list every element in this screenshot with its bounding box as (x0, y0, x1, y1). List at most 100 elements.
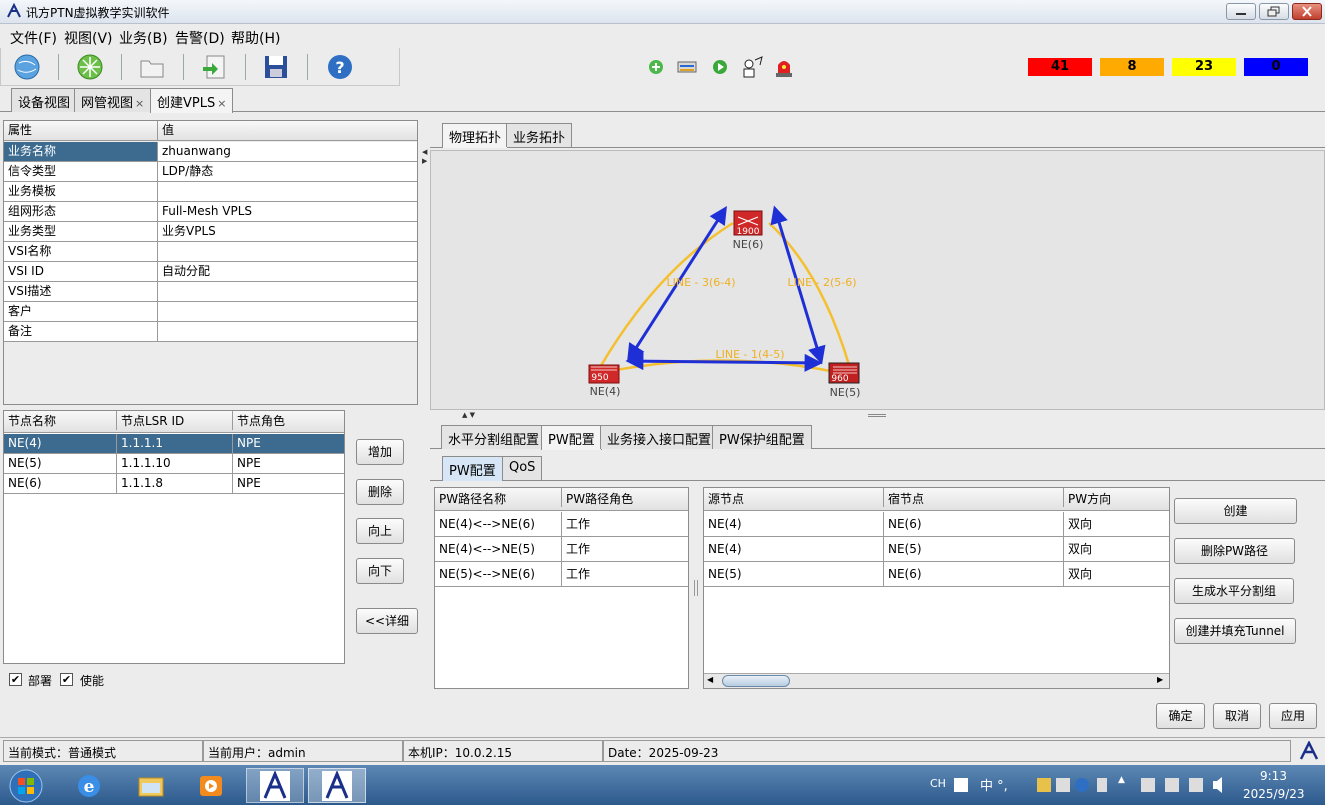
scroll-thumb[interactable] (722, 675, 790, 687)
property-name: VSI描述 (4, 282, 158, 301)
close-button[interactable] (1292, 3, 1322, 20)
apply-button[interactable]: 应用 (1269, 703, 1317, 729)
property-row[interactable]: 组网形态 Full-Mesh VPLS (4, 202, 417, 222)
import-button[interactable] (198, 51, 230, 83)
minimize-button[interactable] (1226, 3, 1256, 20)
tab-pw-protection[interactable]: PW保护组配置 (712, 425, 812, 449)
user-config-icon[interactable] (740, 55, 764, 79)
create-fill-tunnel-button[interactable]: 创建并填充Tunnel (1174, 618, 1296, 644)
tray-status-icons[interactable] (1138, 775, 1228, 795)
close-tab-icon[interactable]: × (135, 97, 145, 110)
move-down-button[interactable]: 向下 (356, 558, 404, 584)
critical-alarm-count[interactable]: 41 (1028, 58, 1092, 76)
taskbar-ie[interactable]: e (64, 768, 114, 803)
ne-5-device[interactable]: 960 NE(5) (828, 362, 860, 399)
close-icon (1302, 6, 1312, 17)
node-row[interactable]: NE(6) 1.1.1.8 NPE (4, 474, 344, 494)
tab-nms-view[interactable]: 网管视图 × (74, 88, 152, 112)
start-button[interactable] (4, 768, 48, 803)
create-pw-button[interactable]: 创建 (1174, 498, 1297, 524)
deploy-checkbox[interactable]: ✔ (9, 673, 22, 686)
minor-alarm-count[interactable]: 23 (1172, 58, 1236, 76)
link-line-3[interactable] (597, 221, 734, 370)
property-row[interactable]: 备注 (4, 322, 417, 342)
minimize-icon (1236, 13, 1246, 15)
node-row[interactable]: NE(4) 1.1.1.1 NPE (4, 434, 344, 454)
tab-qos[interactable]: QoS (502, 456, 543, 480)
clock-time[interactable]: 9:13 (1260, 769, 1287, 783)
property-row[interactable]: 业务类型 业务VPLS (4, 222, 417, 242)
enable-checkbox[interactable]: ✔ (60, 673, 73, 686)
tab-pw-sub[interactable]: PW配置 (442, 456, 503, 481)
save-button[interactable] (260, 51, 292, 83)
panel-splitter[interactable] (694, 580, 698, 596)
pw-path-row[interactable]: NE(5)<-->NE(6) 工作 (435, 562, 688, 587)
property-row[interactable]: VSI名称 (4, 242, 417, 262)
tab-split-horizon[interactable]: 水平分割组配置 (441, 425, 547, 449)
maximize-button[interactable] (1259, 3, 1289, 20)
property-row[interactable]: VSI描述 (4, 282, 417, 302)
taskbar-ptn-app-1[interactable] (246, 768, 304, 803)
system-tray-icons[interactable]: 中 °, (952, 775, 1132, 795)
details-button[interactable]: <<详细 (356, 608, 418, 634)
splitter-handle[interactable] (868, 414, 886, 417)
alarm-light-icon[interactable] (772, 55, 796, 79)
tray-expand-icon[interactable]: ▲ (1118, 775, 1125, 785)
collapse-arrows[interactable]: ▲ ▼ (462, 411, 475, 419)
menu-view[interactable]: 视图(V) (64, 31, 113, 47)
topology-canvas[interactable]: 1900 NE(6) 950 NE(4) 960 NE(5) LINE - 1(… (430, 150, 1325, 410)
tab-access-interface[interactable]: 业务接入接口配置 (600, 425, 719, 449)
property-row[interactable]: 业务名称 zhuanwang (4, 142, 417, 162)
tab-physical-topology[interactable]: 物理拓扑 (442, 123, 509, 148)
property-row[interactable]: 业务模板 (4, 182, 417, 202)
delete-pw-path-button[interactable]: 删除PW路径 (1174, 538, 1295, 564)
property-row[interactable]: VSI ID 自动分配 (4, 262, 417, 282)
link-line-2[interactable] (768, 222, 851, 366)
topology-graph: 1900 NE(6) 950 NE(4) 960 NE(5) LINE - 1(… (588, 205, 860, 399)
ok-button[interactable]: 确定 (1156, 703, 1205, 729)
ne-6-device[interactable]: 1900 NE(6) (733, 210, 764, 251)
taskbar-ptn-app-2[interactable] (308, 768, 366, 803)
horizontal-scrollbar[interactable]: ◀ ▶ (704, 673, 1169, 688)
globe-button[interactable] (11, 51, 43, 83)
taskbar-media[interactable] (186, 768, 236, 803)
generate-split-horizon-button[interactable]: 生成水平分割组 (1174, 578, 1294, 604)
property-row[interactable]: 信令类型 LDP/静态 (4, 162, 417, 182)
sync-icon[interactable] (676, 56, 698, 78)
pw-detail-row[interactable]: NE(4) NE(5) 双向 (704, 537, 1169, 562)
pw-detail-row[interactable]: NE(5) NE(6) 双向 (704, 562, 1169, 587)
menu-help[interactable]: 帮助(H) (231, 31, 281, 47)
pw-path-row[interactable]: NE(4)<-->NE(5) 工作 (435, 537, 688, 562)
language-indicator[interactable]: CH (930, 777, 946, 790)
menu-service[interactable]: 业务(B) (119, 31, 168, 47)
network-button[interactable] (74, 51, 106, 83)
taskbar-explorer[interactable] (126, 768, 176, 803)
add-icon[interactable] (648, 59, 664, 75)
scroll-left-icon[interactable]: ◀ (707, 675, 714, 684)
tab-device-view[interactable]: 设备视图 (11, 88, 78, 112)
menu-alarm[interactable]: 告警(D) (175, 31, 225, 47)
splitter-arrows[interactable]: ◀ ▶ (422, 148, 428, 165)
ne-4-device[interactable]: 950 NE(4) (588, 364, 620, 398)
cancel-button[interactable]: 取消 (1213, 703, 1261, 729)
move-up-button[interactable]: 向上 (356, 518, 404, 544)
add-node-button[interactable]: 增加 (356, 439, 404, 465)
menu-file[interactable]: 文件(F) (10, 31, 57, 47)
scroll-right-icon[interactable]: ▶ (1157, 675, 1164, 684)
tab-service-topology[interactable]: 业务拓扑 (506, 123, 573, 147)
open-button[interactable] (136, 51, 168, 83)
warning-alarm-count[interactable]: 0 (1244, 58, 1308, 76)
pw-path-row[interactable]: NE(4)<-->NE(6) 工作 (435, 512, 688, 537)
play-icon[interactable] (712, 59, 728, 75)
major-alarm-count[interactable]: 8 (1100, 58, 1164, 76)
delete-node-button[interactable]: 删除 (356, 479, 404, 505)
property-row[interactable]: 客户 (4, 302, 417, 322)
pw-path-name: NE(4)<-->NE(5) (435, 537, 562, 561)
pw-detail-row[interactable]: NE(4) NE(6) 双向 (704, 512, 1169, 537)
help-button[interactable]: ? (324, 51, 356, 83)
node-row[interactable]: NE(5) 1.1.1.10 NPE (4, 454, 344, 474)
close-tab-icon[interactable]: × (217, 97, 227, 110)
tab-pw-config[interactable]: PW配置 (541, 425, 602, 450)
clock-date[interactable]: 2025/9/23 (1243, 787, 1305, 801)
tab-create-vpls[interactable]: 创建VPLS × (150, 88, 234, 113)
